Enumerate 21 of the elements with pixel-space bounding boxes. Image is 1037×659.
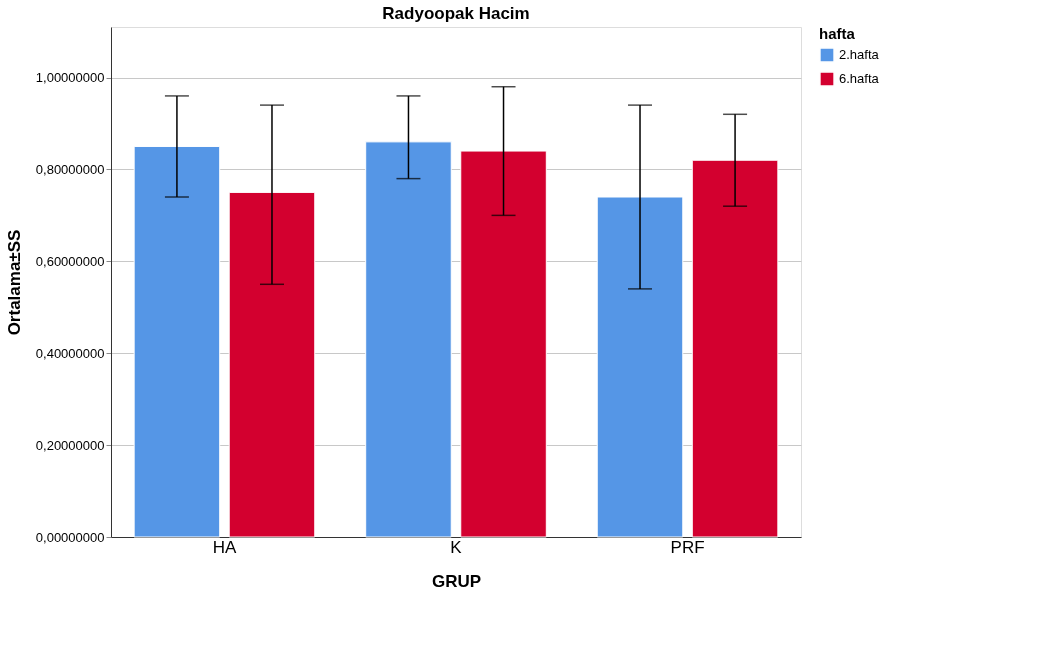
x-tick-label: PRF [670, 537, 705, 557]
y-tick-label: 0,00000000 [35, 529, 105, 545]
x-tick-label: HA [212, 537, 237, 557]
bar [133, 145, 221, 538]
chart-title: Radyoopak Hacim [382, 4, 530, 23]
legend-label: 2.hafta [839, 47, 880, 62]
y-tick-label: 0,60000000 [35, 253, 105, 269]
y-tick-label: 1,00000000 [35, 70, 105, 86]
y-tick-label: 0,40000000 [35, 345, 105, 361]
bar [691, 159, 779, 538]
x-tick-label: K [450, 537, 463, 557]
bar [228, 191, 316, 538]
legend-label: 6.hafta [839, 71, 880, 86]
legend-title: hafta [819, 25, 856, 42]
y-tick-label: 0,20000000 [35, 437, 105, 453]
y-axis-title: Ortalama±SS [4, 229, 24, 336]
bar [596, 196, 684, 538]
x-axis-title: GRUP [431, 571, 482, 591]
bar [460, 150, 547, 538]
bar [365, 141, 452, 538]
y-tick-label: 0,80000000 [35, 161, 105, 177]
